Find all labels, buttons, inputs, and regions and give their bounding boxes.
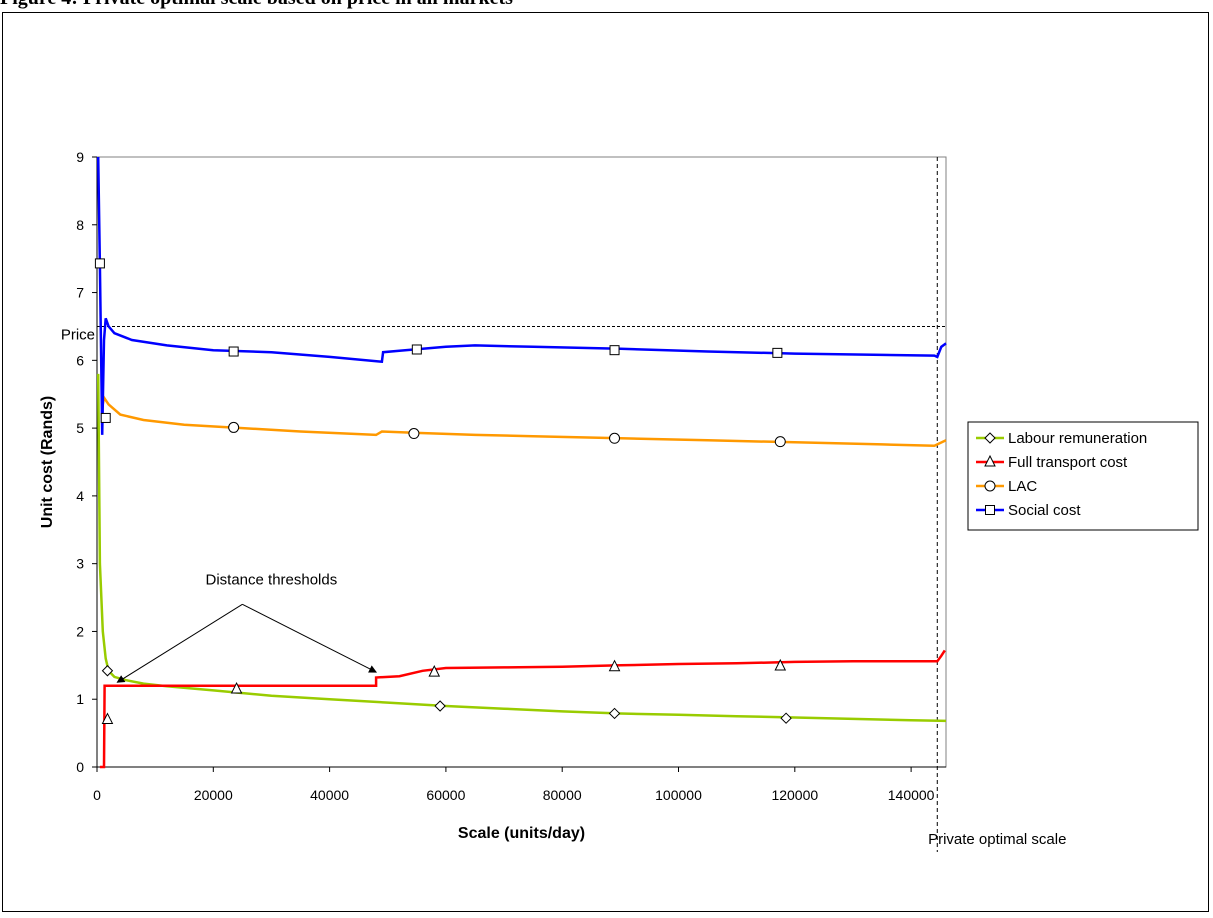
data-point-full-transport-cost bbox=[230, 681, 243, 694]
x-tick-label: 80000 bbox=[543, 787, 582, 803]
data-point-lac bbox=[774, 436, 786, 448]
threshold-arrow bbox=[242, 603, 378, 673]
legend-label-full-transport-cost: Full transport cost bbox=[1008, 454, 1128, 471]
legend-marker-social-cost bbox=[985, 505, 995, 515]
plot-area bbox=[96, 156, 947, 768]
data-point-social-cost bbox=[411, 344, 422, 355]
legend: Labour remuneration Full transport cost LA… bbox=[967, 421, 1199, 531]
y-tick-label: 2 bbox=[76, 623, 84, 639]
y-tick-label: 8 bbox=[76, 217, 84, 233]
figure-caption: Figure 4: Private optimal scale based on… bbox=[0, 0, 513, 10]
x-tick-label: 60000 bbox=[426, 787, 465, 803]
series-full-transport-cost bbox=[99, 649, 946, 769]
legend-label-lac: LAC bbox=[1008, 478, 1037, 495]
x-tick-label: 0 bbox=[93, 787, 101, 803]
data-point-full-transport-cost bbox=[428, 664, 441, 677]
series-social-cost bbox=[94, 156, 947, 435]
series-line-full-transport-cost bbox=[99, 649, 946, 769]
y-axis-title: Unit cost (Rands) bbox=[39, 396, 56, 528]
series-lac bbox=[100, 394, 947, 448]
y-tick-label: 3 bbox=[76, 556, 84, 572]
distance-thresholds-label: Distance thresholds bbox=[206, 571, 338, 588]
data-point-social-cost bbox=[228, 346, 239, 357]
data-point-lac bbox=[408, 428, 420, 440]
legend-label-social-cost: Social cost bbox=[1008, 502, 1081, 519]
x-tick-label: 120000 bbox=[771, 787, 818, 803]
reference-lines: Price Private optimal scale bbox=[61, 157, 1066, 852]
data-point-labour-remuneration bbox=[101, 665, 114, 677]
optimal-scale-label: Private optimal scale bbox=[928, 831, 1066, 848]
x-tick-label: 100000 bbox=[655, 787, 702, 803]
data-point-social-cost bbox=[100, 412, 111, 423]
data-point-labour-remuneration bbox=[780, 712, 792, 724]
series-line-lac bbox=[100, 394, 947, 447]
data-point-full-transport-cost bbox=[608, 659, 621, 672]
data-point-lac bbox=[228, 421, 240, 433]
y-tick-label: 7 bbox=[76, 285, 84, 301]
data-point-lac bbox=[609, 432, 621, 444]
legend-marker-full-transport-cost bbox=[984, 454, 996, 467]
legend-box bbox=[967, 421, 1199, 531]
annotation-layer: Distance thresholds bbox=[116, 571, 378, 683]
y-tick-label: 6 bbox=[76, 352, 84, 368]
series-layer bbox=[94, 156, 947, 769]
data-point-labour-remuneration bbox=[608, 707, 621, 720]
series-labour-remuneration bbox=[96, 373, 947, 724]
x-tick-label: 40000 bbox=[310, 787, 349, 803]
price-label: Price bbox=[61, 326, 95, 343]
threshold-arrow bbox=[116, 603, 243, 683]
legend-label-labour-remuneration: Labour remuneration bbox=[1008, 430, 1147, 447]
y-tick-label: 5 bbox=[76, 420, 84, 436]
legend-marker-labour-remuneration bbox=[984, 432, 996, 444]
data-point-social-cost bbox=[772, 347, 783, 358]
data-point-social-cost bbox=[609, 345, 620, 356]
data-point-full-transport-cost bbox=[774, 658, 787, 671]
x-axis-title: Scale (units/day) bbox=[458, 825, 585, 842]
y-tick-label: 0 bbox=[76, 759, 84, 775]
x-tick-label: 140000 bbox=[888, 787, 935, 803]
y-tick-label: 1 bbox=[76, 691, 84, 707]
data-point-social-cost bbox=[94, 258, 105, 269]
y-tick-label: 9 bbox=[76, 149, 84, 165]
series-line-social-cost bbox=[96, 156, 947, 435]
axes: 0 1 2 3 4 5 6 7 8 9 0 20000 40000 60000 80000 100000 120… bbox=[39, 149, 947, 842]
data-point-full-transport-cost bbox=[101, 712, 114, 725]
y-tick-label: 4 bbox=[76, 488, 84, 504]
x-tick-label: 20000 bbox=[194, 787, 233, 803]
data-point-labour-remuneration bbox=[434, 700, 446, 712]
legend-marker-lac bbox=[984, 480, 996, 492]
